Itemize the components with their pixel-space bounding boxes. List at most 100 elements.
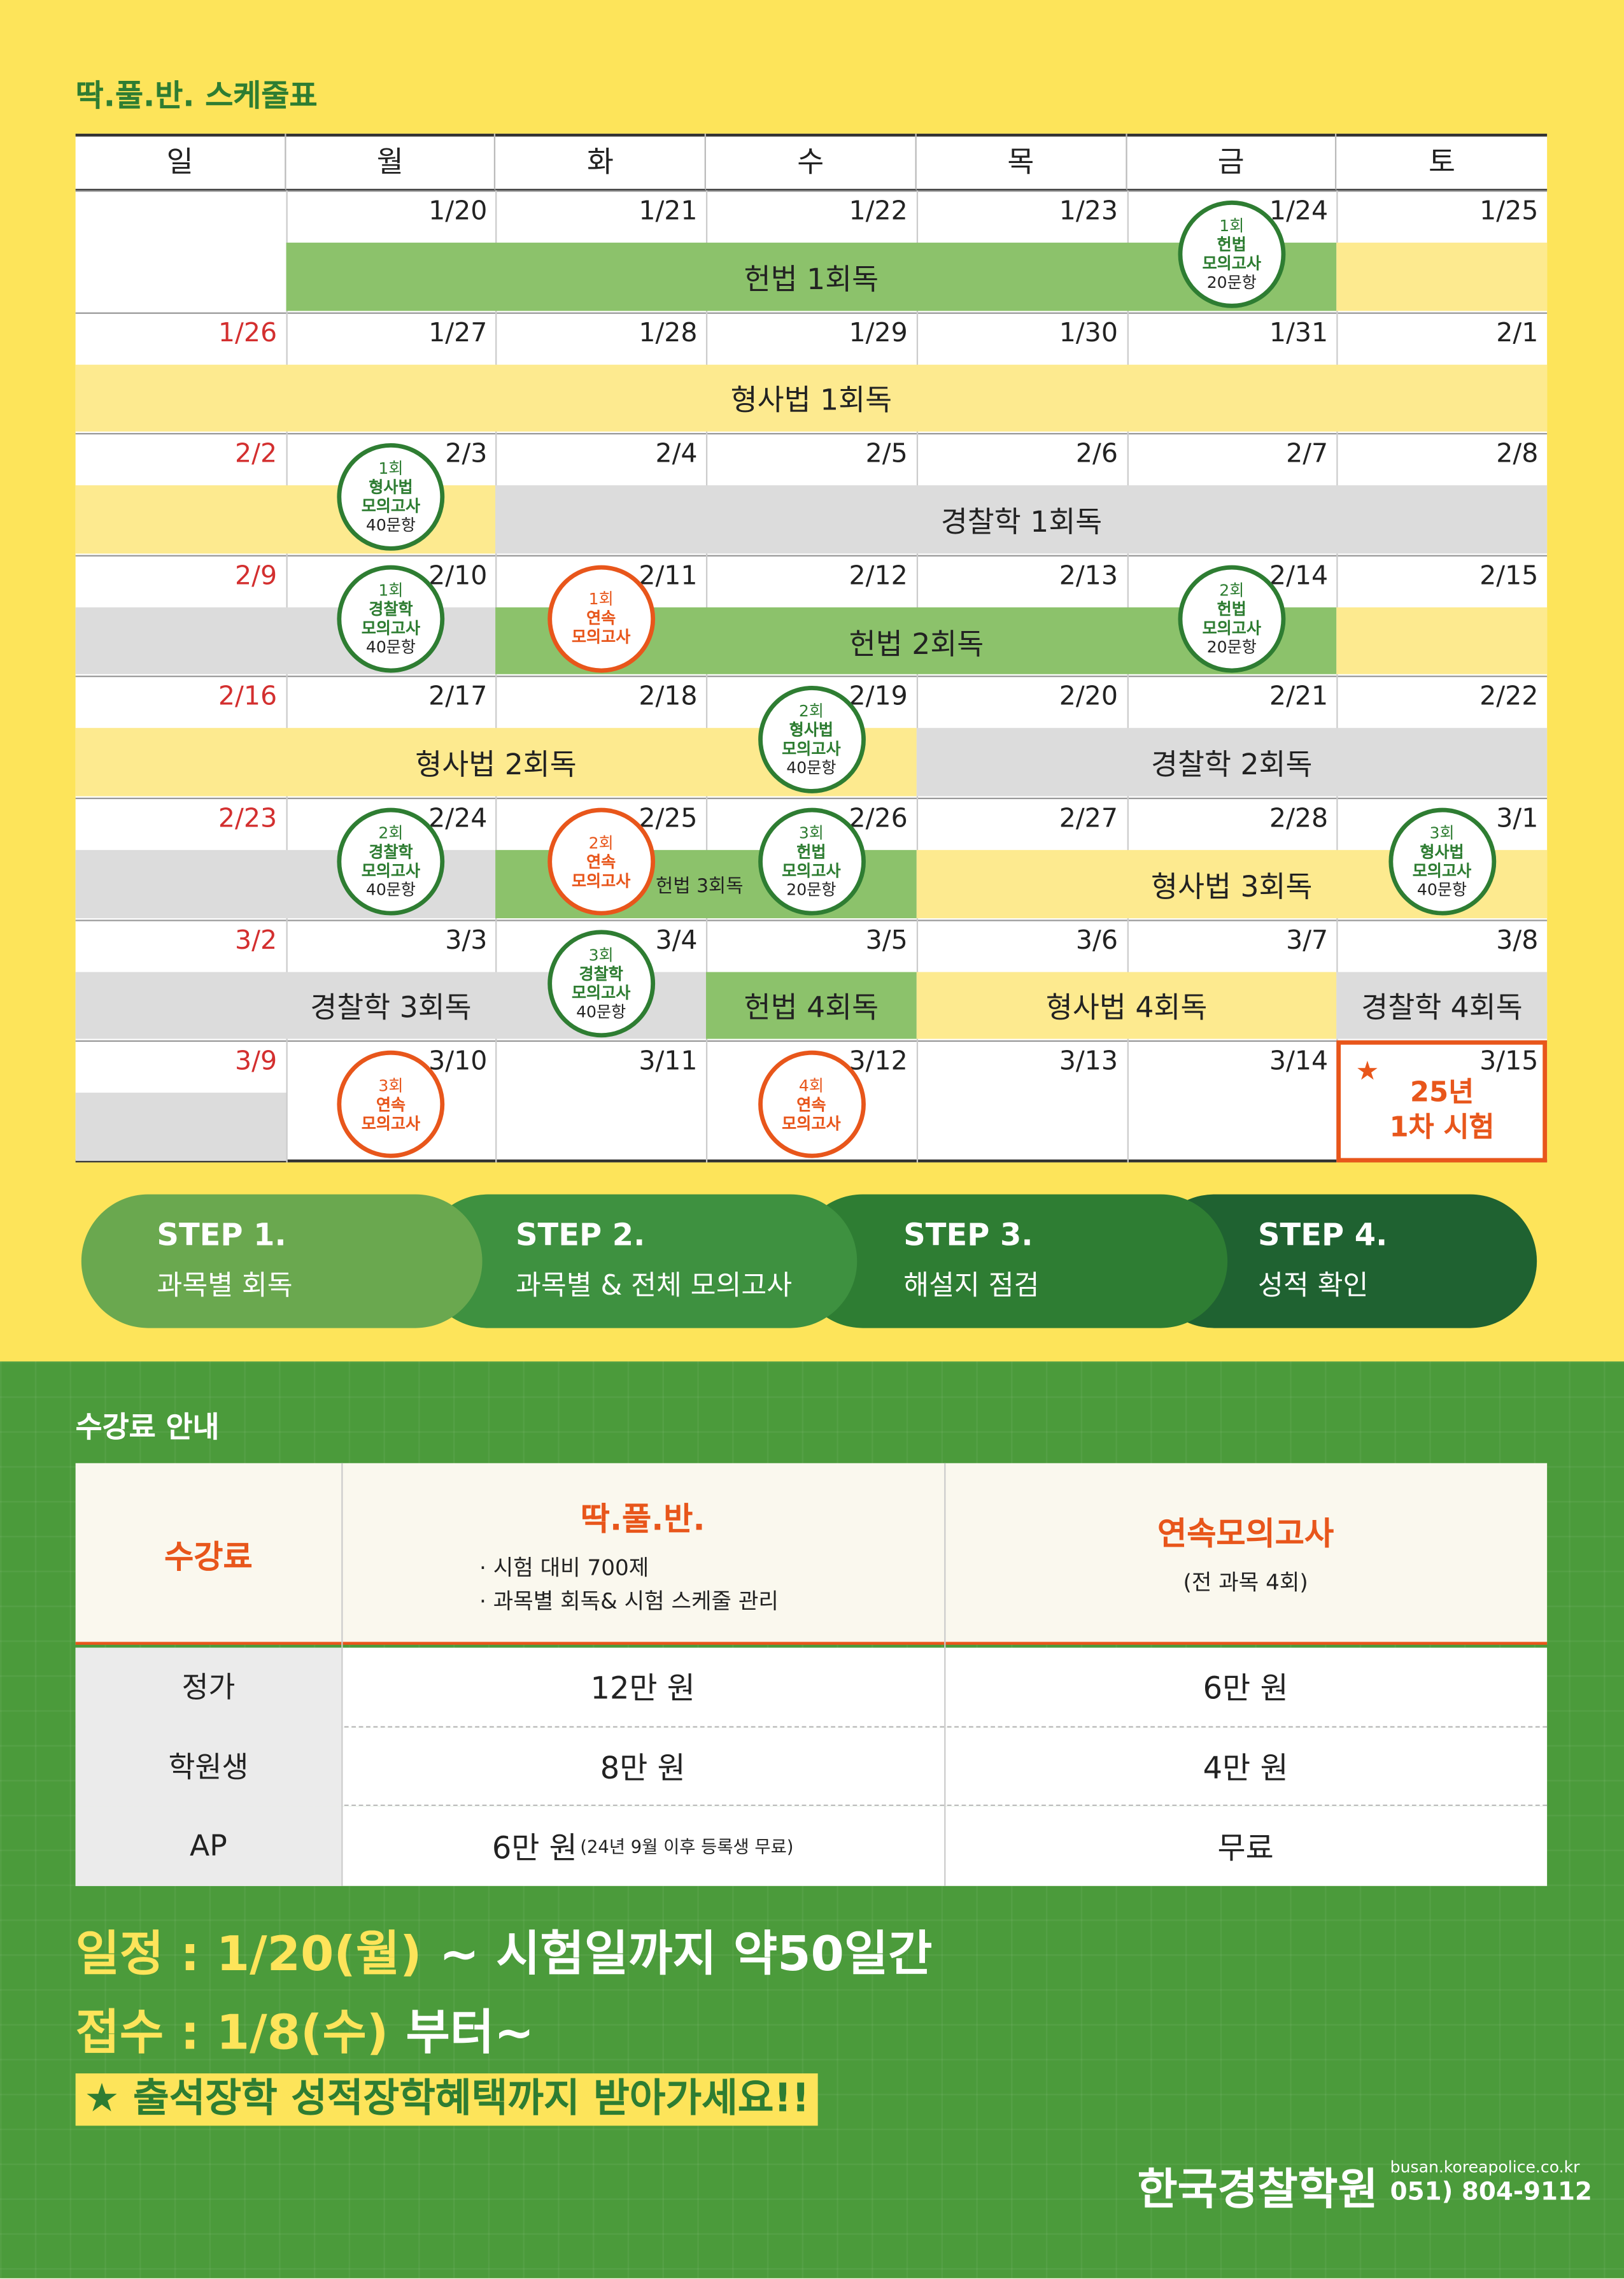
badge-line: 모의고사 bbox=[782, 740, 841, 759]
step-text: 과목별 회독 bbox=[157, 1270, 293, 1302]
date-label: 1/27 bbox=[428, 317, 488, 348]
date-label: 1/26 bbox=[218, 317, 278, 348]
date-label: 1/24 bbox=[1269, 196, 1329, 227]
period-label: 경찰학 1회독 bbox=[940, 504, 1103, 539]
badge-line: 모의고사 bbox=[361, 497, 421, 516]
period-bar: 경찰학 1회독 bbox=[496, 485, 1548, 553]
date-label: 3/9 bbox=[235, 1046, 278, 1077]
mock-exam-badge: 2회 헌법 모의고사 20문항 bbox=[1178, 565, 1286, 673]
date-label: 2/9 bbox=[235, 560, 278, 592]
date-label: 2/25 bbox=[639, 803, 698, 834]
week-row-border bbox=[75, 311, 1548, 313]
fee-cell: 6만 원 bbox=[944, 1648, 1547, 1728]
mock-exam-badge: 1회 헌법 모의고사 20문항 bbox=[1178, 200, 1286, 308]
badge-line: 연속 bbox=[586, 609, 616, 628]
step-title: STEP 3. bbox=[903, 1218, 1033, 1253]
week-row-border bbox=[75, 190, 1548, 192]
fee-title: 수강료 안내 bbox=[75, 1409, 220, 1445]
badge-line: 형사법 bbox=[789, 721, 834, 741]
period-label: 형사법 2회독 bbox=[415, 747, 577, 783]
date-label: 2/21 bbox=[1269, 682, 1329, 713]
period-bar: 형사법 1회독 bbox=[75, 364, 1548, 432]
week-row-border bbox=[75, 919, 1548, 921]
header-divider bbox=[341, 1463, 343, 1886]
weekday-label: 토 bbox=[1336, 134, 1548, 190]
step-text: 해설지 점검 bbox=[903, 1270, 1040, 1302]
period-label: 경찰학 4회독 bbox=[1361, 990, 1523, 1025]
step-title: STEP 4. bbox=[1258, 1218, 1388, 1253]
week-row-border bbox=[75, 797, 1548, 799]
date-label: 3/13 bbox=[1059, 1046, 1118, 1077]
date-label: 1/25 bbox=[1479, 196, 1539, 227]
date-label: 2/5 bbox=[865, 439, 908, 470]
exam-day-box: ★ 25년 1차 시험 bbox=[1336, 1040, 1548, 1162]
date-label: 3/10 bbox=[428, 1046, 488, 1077]
mock-exam-badge: 3회 헌법 모의고사 20문항 bbox=[757, 807, 865, 916]
footer-phone: 051) 804-9112 bbox=[1390, 2178, 1592, 2208]
badge-line: 모의고사 bbox=[782, 862, 841, 881]
period-bar bbox=[1336, 607, 1548, 675]
fee-value: 6만 원 bbox=[1203, 1671, 1289, 1707]
date-label: 3/3 bbox=[445, 925, 488, 956]
date-label: 1/23 bbox=[1059, 196, 1118, 227]
date-label: 2/19 bbox=[849, 682, 908, 713]
date-label: 2/28 bbox=[1269, 803, 1329, 834]
date-label: 2/26 bbox=[849, 803, 908, 834]
footer-brand: 한국경찰학원 bbox=[1137, 2164, 1378, 2216]
info-line: 일정 : 1/20(월) ~ 시험일까지 약50일간 bbox=[76, 1915, 933, 1985]
period-bar: 헌법 1회독 bbox=[285, 243, 1337, 311]
badge-line: 20문항 bbox=[1206, 273, 1257, 292]
period-bar bbox=[1336, 243, 1548, 311]
mock-exam-badge: 1회 형사법 모의고사 40문항 bbox=[337, 443, 445, 551]
date-label: 3/6 bbox=[1075, 925, 1118, 956]
date-label: 2/3 bbox=[445, 439, 488, 470]
badge-line: 연속 bbox=[376, 1095, 406, 1114]
date-label: 2/18 bbox=[639, 682, 698, 713]
step-text: 성적 확인 bbox=[1258, 1270, 1369, 1302]
badge-line: 20문항 bbox=[1206, 637, 1257, 657]
week-row-border bbox=[75, 1040, 1548, 1042]
date-label: 3/7 bbox=[1286, 925, 1329, 956]
mock-exam-badge: 2회 경찰학 모의고사 40문항 bbox=[337, 807, 445, 916]
mock-exam-badge: 3회 형사법 모의고사 40문항 bbox=[1388, 807, 1496, 916]
badge-line: 헌법 bbox=[1217, 235, 1246, 255]
fee-value: 6만 원 bbox=[491, 1830, 577, 1866]
badge-line: 40문항 bbox=[365, 516, 416, 536]
badge-line: 연속 bbox=[796, 1095, 826, 1114]
period-bar: 경찰학 2회독 bbox=[916, 728, 1548, 797]
mock-exam-badge: 4회 연속 모의고사 bbox=[757, 1051, 865, 1159]
step-text: 과목별 & 전체 모의고사 bbox=[516, 1270, 793, 1302]
period-label: 형사법 3회독 bbox=[1151, 869, 1313, 904]
date-label: 1/29 bbox=[849, 317, 908, 348]
column-line bbox=[916, 1040, 918, 1162]
week-row-border bbox=[75, 676, 1548, 678]
date-label: 2/7 bbox=[1286, 439, 1329, 470]
period-bar: 경찰학 4회독 bbox=[1336, 971, 1548, 1039]
date-label: 2/15 bbox=[1479, 560, 1539, 592]
date-label: 2/2 bbox=[235, 439, 278, 470]
step-pill bbox=[796, 1194, 1228, 1328]
exam-text: 1차 시험 bbox=[1389, 1112, 1495, 1144]
date-label: 3/1 bbox=[1496, 803, 1539, 834]
step-title: STEP 2. bbox=[516, 1218, 646, 1253]
fee-row-label: 학원생 bbox=[75, 1727, 342, 1807]
plan-note: · 시험 대비 700제 bbox=[479, 1554, 649, 1581]
badge-line: 40문항 bbox=[365, 880, 416, 900]
date-label: 3/12 bbox=[849, 1046, 908, 1077]
badge-line: 모의고사 bbox=[361, 1114, 421, 1133]
plan-note: (전 과목 4회) bbox=[1183, 1569, 1308, 1596]
badge-line: 모의고사 bbox=[1412, 862, 1472, 881]
badge-line: 40문항 bbox=[576, 1002, 626, 1021]
weekday-label: 월 bbox=[285, 133, 497, 190]
date-label: 3/5 bbox=[865, 925, 908, 956]
plan-name: 연속모의고사 bbox=[1157, 1517, 1334, 1554]
date-label: 3/2 bbox=[235, 925, 278, 956]
step-title: STEP 1. bbox=[157, 1218, 286, 1253]
date-label: 2/14 bbox=[1269, 560, 1329, 592]
date-label: 2/1 bbox=[1496, 317, 1539, 348]
badge-line: 2회 bbox=[588, 833, 614, 853]
period-bar bbox=[75, 1093, 286, 1161]
column-line bbox=[1126, 1040, 1128, 1162]
badge-line: 모의고사 bbox=[571, 870, 631, 890]
